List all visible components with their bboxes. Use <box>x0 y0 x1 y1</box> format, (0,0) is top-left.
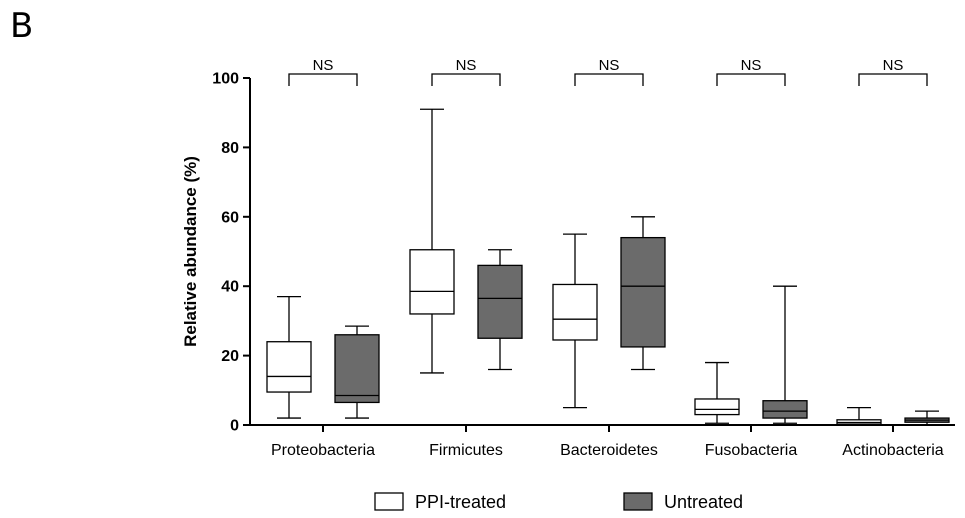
x-tick-label: Proteobacteria <box>271 442 375 459</box>
iqr-box <box>694 398 740 416</box>
significance-bracket <box>858 73 928 86</box>
iqr-box <box>477 264 523 339</box>
y-tick-label: 80 <box>221 140 239 157</box>
box-untreated-firmicutes <box>477 249 523 371</box>
iqr-box <box>552 283 598 341</box>
significance-label: NS <box>883 57 904 74</box>
significance-label: NS <box>741 57 762 74</box>
y-tick-label: 20 <box>221 348 239 365</box>
box-untreated-fusobacteria <box>762 285 808 424</box>
legend-swatch <box>374 492 404 511</box>
box-ppi-treated-firmicutes <box>409 108 455 374</box>
legend-label: Untreated <box>664 492 743 512</box>
significance-brackets: NS NS NS NS NS <box>288 57 928 86</box>
y-tick-label: 60 <box>221 209 239 226</box>
significance-bracket <box>288 73 358 86</box>
box-ppi-treated-fusobacteria <box>694 361 740 424</box>
iqr-box <box>409 249 455 315</box>
x-tick-label: Bacteroidetes <box>560 442 658 459</box>
axes: 0 20 40 60 80 100 Relative abundance (%) Proteo… <box>181 71 955 459</box>
box-ppi-treated-actinobacteria <box>836 406 882 426</box>
x-tick-label: Firmicutes <box>429 442 503 459</box>
box-ppi-treated-bacteroidetes <box>552 233 598 409</box>
x-tick-label: Actinobacteria <box>842 442 943 459</box>
legend-label: PPI-treated <box>415 492 506 512</box>
panel-label: B <box>10 6 34 46</box>
legend: PPI-treated Untreated <box>374 492 743 512</box>
significance-label: NS <box>599 57 620 74</box>
significance-label: NS <box>456 57 477 74</box>
iqr-box <box>762 400 808 419</box>
y-tick-label: 0 <box>230 418 239 435</box>
x-tick-label: Fusobacteria <box>705 442 798 459</box>
box-untreated-bacteroidetes <box>620 216 666 371</box>
y-tick-label: 100 <box>212 71 239 88</box>
box-untreated-proteobacteria <box>334 325 380 419</box>
legend-swatch <box>623 492 653 511</box>
iqr-box <box>334 334 380 404</box>
y-axis-label: Relative abundance (%) <box>181 156 200 347</box>
significance-bracket <box>431 73 501 86</box>
boxes <box>266 108 950 426</box>
significance-bracket <box>574 73 644 86</box>
box-ppi-treated-proteobacteria <box>266 295 312 419</box>
box-untreated-actinobacteria <box>904 410 950 426</box>
significance-label: NS <box>313 57 334 74</box>
iqr-box <box>266 341 312 393</box>
iqr-box <box>620 236 666 348</box>
y-tick-label: 40 <box>221 279 239 296</box>
significance-bracket <box>716 73 786 86</box>
